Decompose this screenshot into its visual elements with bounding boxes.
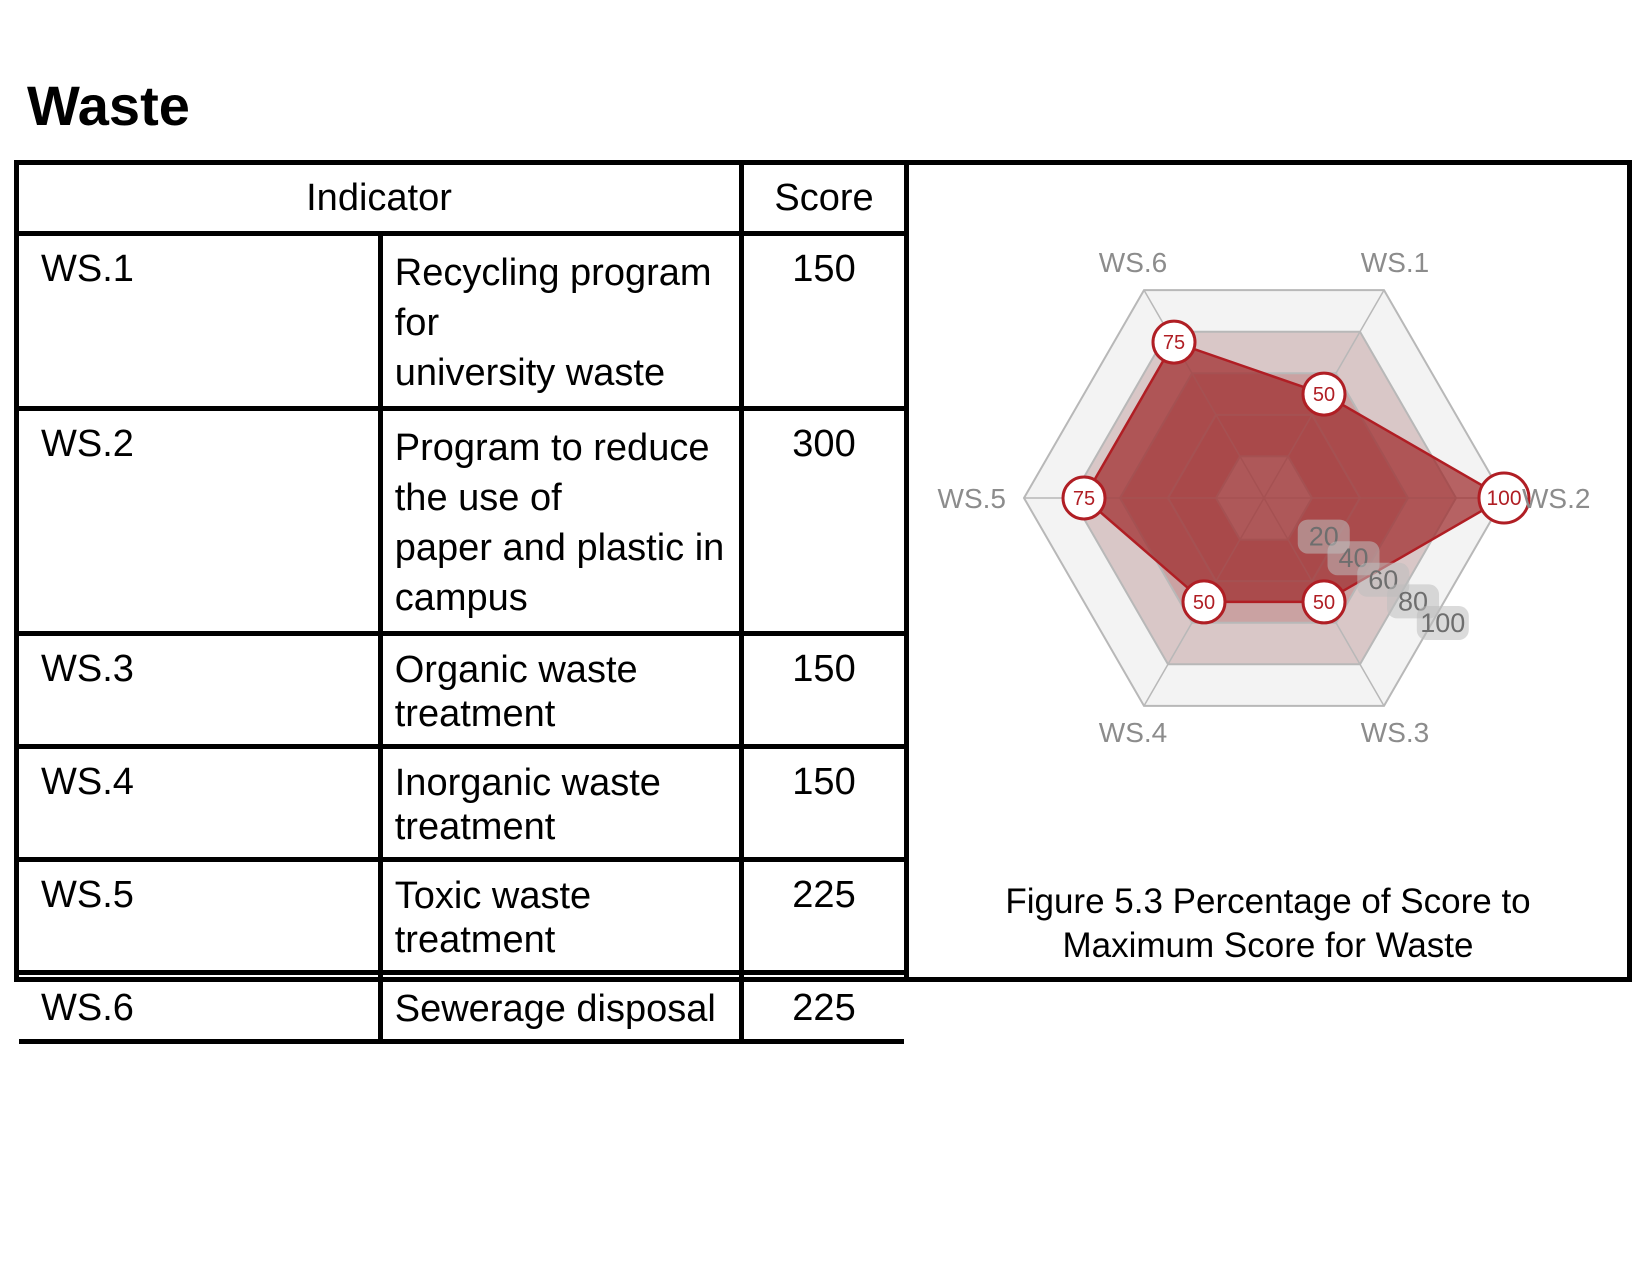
- indicator-description: Program to reduce the use of paper and p…: [377, 406, 745, 636]
- indicator-description: Inorganic waste treatment: [377, 744, 745, 862]
- indicator-score: 300: [739, 406, 904, 636]
- indicator-description-line: Recycling program for: [394, 252, 712, 344]
- score-header: Score: [739, 165, 904, 236]
- radar-axis-label: WS.6: [1099, 247, 1167, 278]
- radar-data-label: 50: [1313, 384, 1335, 406]
- content-frame: Indicator Score WS.1 Recycling program f…: [14, 160, 1632, 1044]
- table-header-row: Indicator Score: [19, 165, 904, 236]
- figure-caption-line: Maximum Score for Waste: [1062, 926, 1474, 965]
- radar-data-point: [1477, 471, 1531, 525]
- radar-data-point: [1301, 371, 1347, 417]
- indicator-score: 150: [739, 744, 904, 862]
- indicator-score: 225: [739, 857, 904, 975]
- indicator-description-line: university waste: [394, 352, 666, 394]
- radar-data-label: 75: [1073, 488, 1095, 510]
- radar-data-label: 50: [1193, 592, 1215, 614]
- indicator-description-line: paper and plastic in campus: [394, 527, 725, 619]
- radar-data-point: [1301, 579, 1347, 625]
- indicator-description-line: Program to reduce the use of: [394, 427, 710, 519]
- indicator-code: WS.6: [19, 970, 383, 1044]
- radar-data-point: [1181, 579, 1227, 625]
- radar-data-point: [1061, 475, 1107, 521]
- radar-axis-label: WS.3: [1361, 717, 1429, 748]
- column-divider: [904, 165, 909, 977]
- indicator-score: 150: [739, 631, 904, 749]
- radar-data-point: [1151, 319, 1197, 365]
- table-row: WS.1 Recycling program for university wa…: [19, 231, 904, 411]
- radar-tick-label: 100: [1420, 608, 1465, 638]
- indicator-code: WS.4: [19, 744, 383, 862]
- radar-data-label: 50: [1313, 592, 1335, 614]
- radar-data-label: 75: [1163, 332, 1185, 354]
- indicator-score: 225: [739, 970, 904, 1044]
- table-row: WS.2 Program to reduce the use of paper …: [19, 406, 904, 636]
- indicator-header: Indicator: [19, 165, 744, 236]
- indicator-description: Sewerage disposal: [377, 970, 745, 1044]
- radar-axis-label: WS.2: [1522, 483, 1590, 514]
- figure-caption: Figure 5.3 Percentage of Score to Maximu…: [909, 880, 1627, 968]
- page-title: Waste: [27, 74, 190, 137]
- table-row: WS.4 Inorganic waste treatment 150: [19, 744, 904, 862]
- indicator-code: WS.2: [19, 406, 383, 636]
- radar-axis-label: WS.5: [938, 483, 1006, 514]
- table-row: WS.5 Toxic waste treatment 225: [19, 857, 904, 975]
- radar-data-label: 100: [1486, 487, 1521, 510]
- radar-chart: 204060801005010050507575WS.1WS.2WS.3WS.4…: [938, 247, 1591, 748]
- indicator-code: WS.1: [19, 231, 383, 411]
- table-row: WS.3 Organic waste treatment 150: [19, 631, 904, 749]
- indicator-description: Recycling program for university waste: [377, 231, 745, 411]
- indicator-code: WS.3: [19, 631, 383, 749]
- radar-tick-label-bg: [1416, 606, 1469, 640]
- indicator-description: Toxic waste treatment: [377, 857, 745, 975]
- figure-caption-line: Figure 5.3 Percentage of Score to: [1005, 882, 1531, 921]
- radar-axis-label: WS.1: [1361, 247, 1429, 278]
- indicator-code: WS.5: [19, 857, 383, 975]
- table-row: WS.6 Sewerage disposal 225: [19, 970, 904, 1044]
- indicator-description: Organic waste treatment: [377, 631, 745, 749]
- indicator-table: Indicator Score WS.1 Recycling program f…: [19, 165, 904, 1044]
- chart-panel: 20 40 60 80 100 50 100 50 50 75 75 WS.1 WS.2 WS.3 WS.4…: [909, 165, 1627, 977]
- indicator-score: 150: [739, 231, 904, 411]
- radar-axis-label: WS.4: [1099, 717, 1167, 748]
